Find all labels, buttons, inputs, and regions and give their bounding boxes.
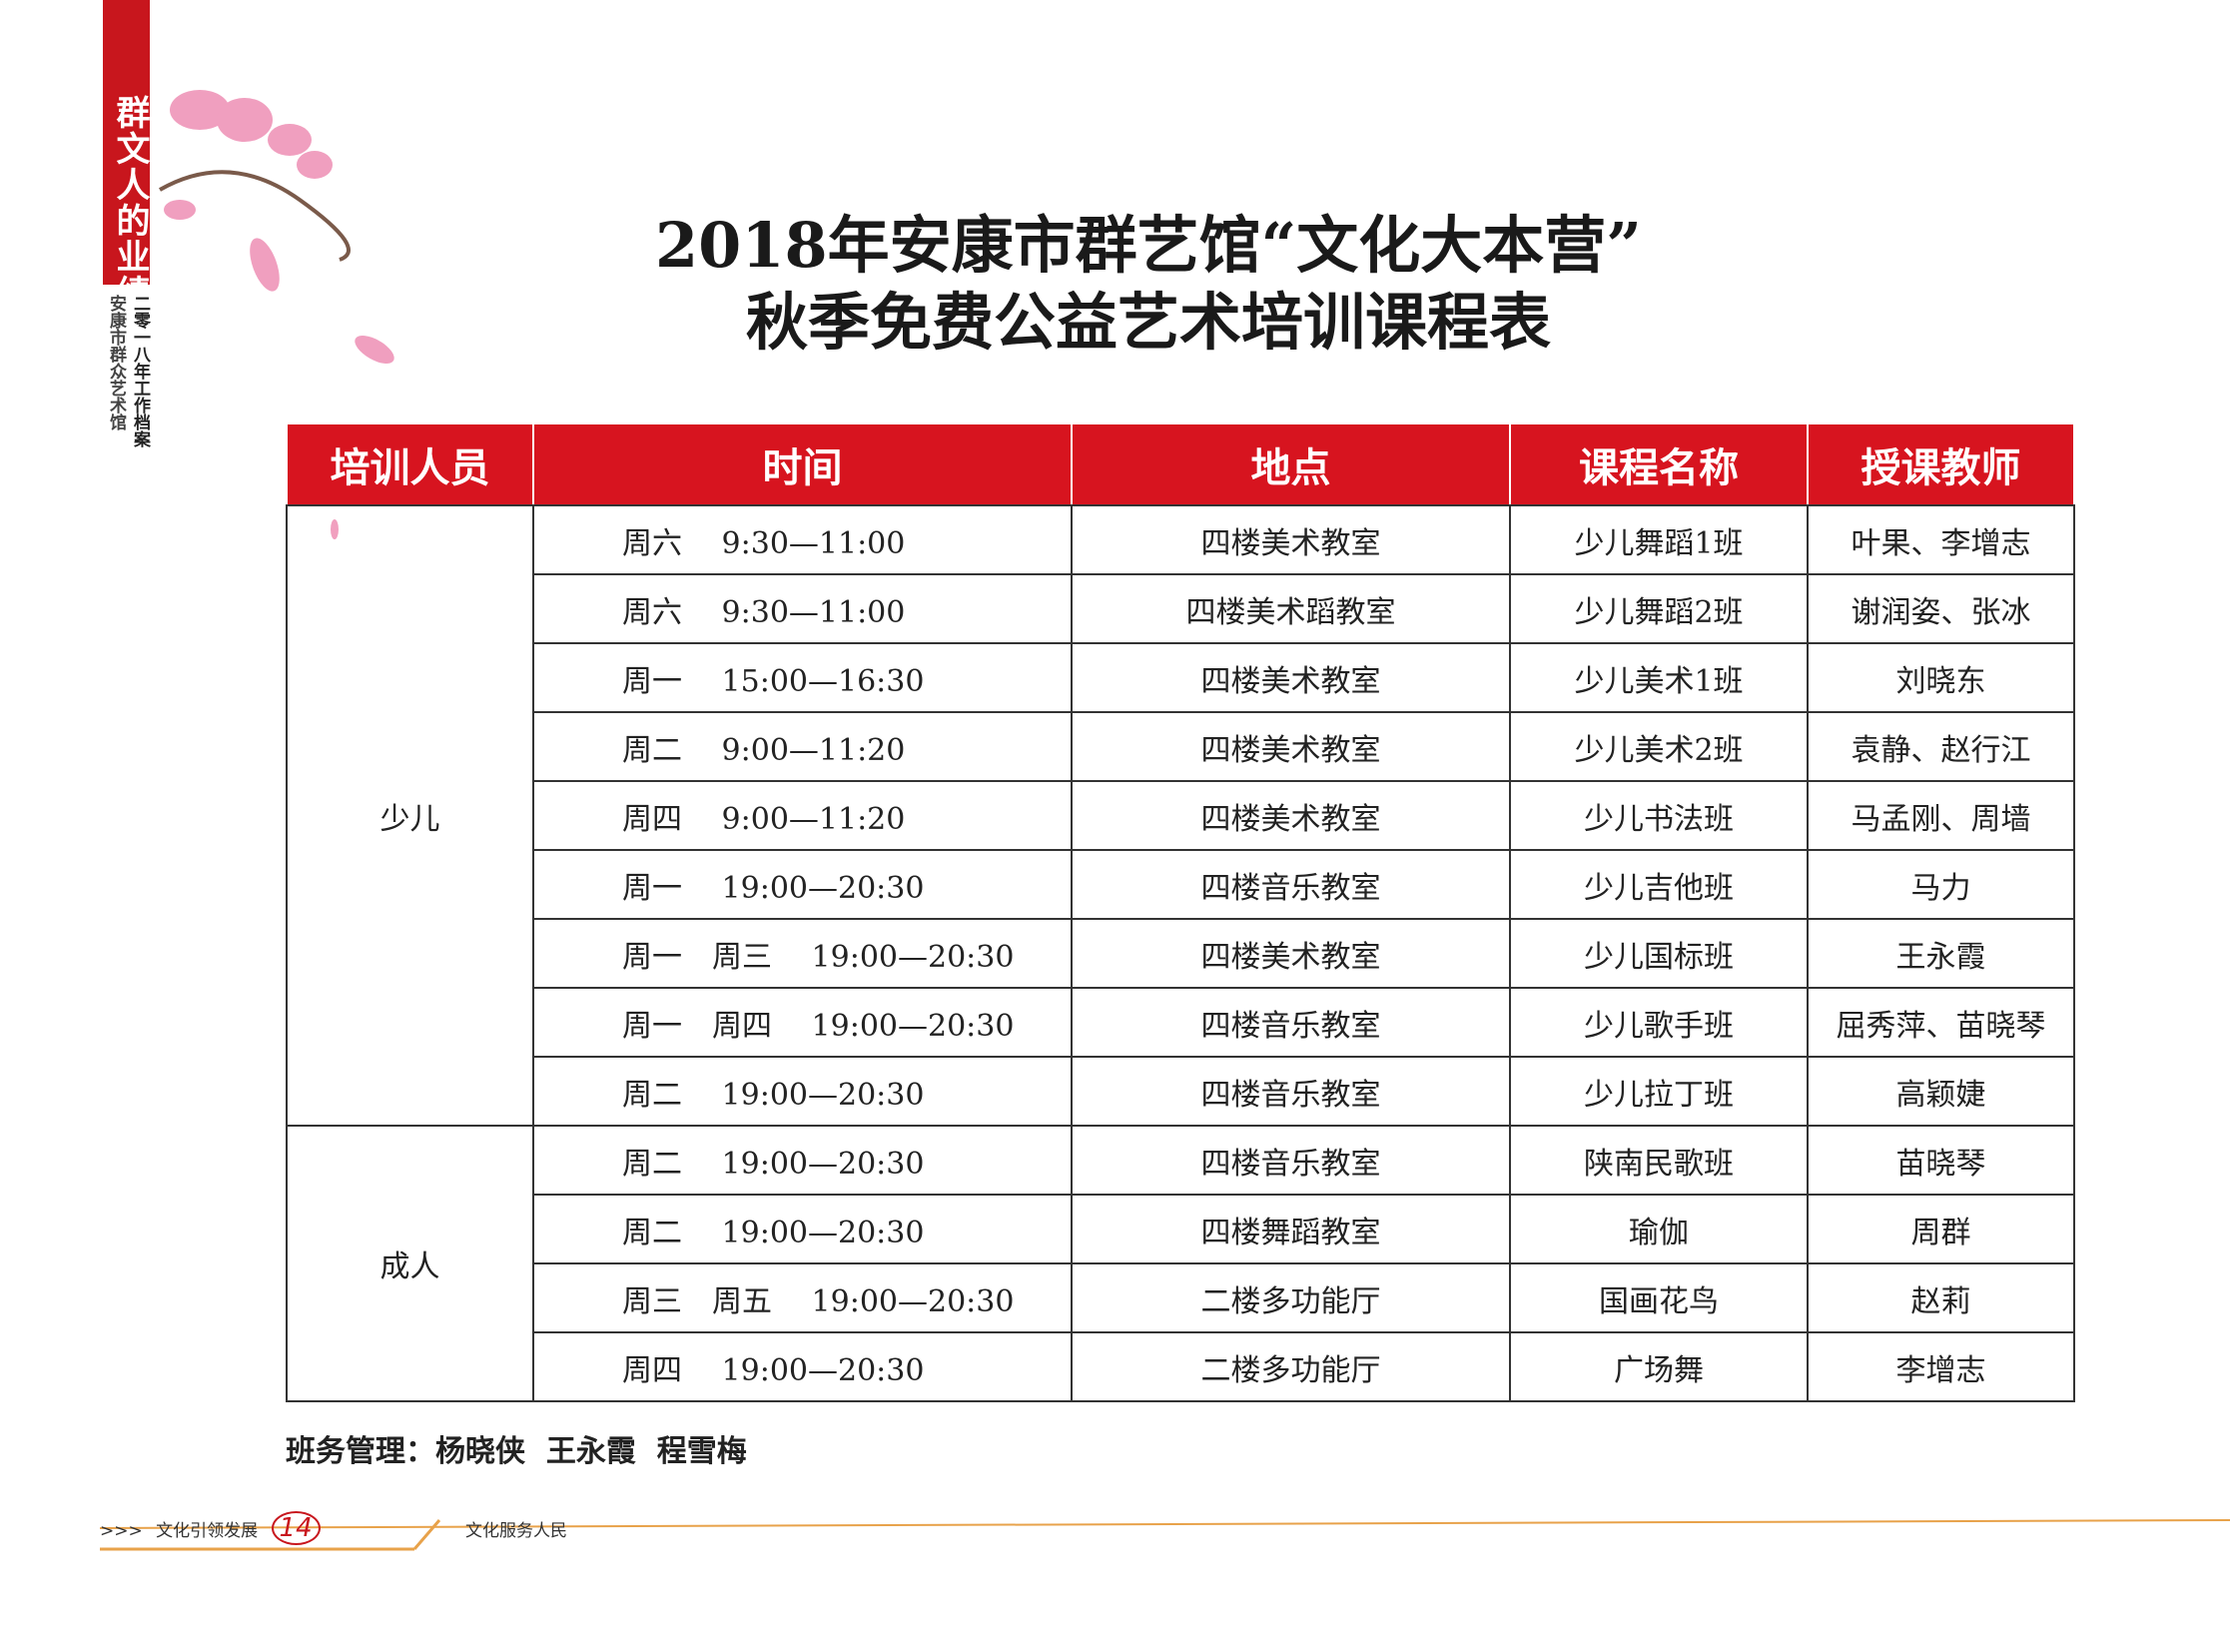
course-cell: 少儿舞蹈2班 [1509, 573, 1809, 644]
course-cell: 少儿国标班 [1509, 918, 1809, 989]
place-cell: 四楼音乐教室 [1071, 1125, 1511, 1196]
teacher-cell: 高颖婕 [1807, 1056, 2075, 1127]
page-number: 14 [271, 1511, 321, 1545]
header-row: 培训人员 时间 地点 课程名称 授课教师 [286, 422, 2075, 506]
place-cell: 四楼美术教室 [1071, 918, 1511, 989]
place-cell: 二楼多功能厅 [1071, 1262, 1511, 1333]
table-row: 周二 19:00—20:30 四楼舞蹈教室 瑜伽 周群 [287, 1194, 2075, 1264]
course-cell: 少儿吉他班 [1509, 849, 1809, 920]
course-cell: 少儿美术2班 [1509, 711, 1809, 782]
place-cell: 四楼美术教室 [1071, 780, 1511, 851]
header-cell: 地点 [1071, 422, 1511, 506]
place-cell: 四楼美术教室 [1071, 504, 1511, 575]
time-cell: 周三 周五 19:00—20:30 [532, 1262, 1073, 1333]
teacher-cell: 李增志 [1807, 1331, 2075, 1402]
header-cell: 课程名称 [1509, 422, 1809, 506]
teacher-cell: 王永霞 [1807, 918, 2075, 989]
side-subtitle: 二零一八年工作档案 [130, 295, 150, 447]
teacher-cell: 马孟刚、周墙 [1807, 780, 2075, 851]
footer-note: 班务管理：杨晓侠 王永霞 程雪梅 [286, 1434, 747, 1469]
place-cell: 二楼多功能厅 [1071, 1331, 1511, 1402]
arrows: >>> [100, 1521, 143, 1541]
title-line: 秋季免费公益艺术培训课程表 [745, 286, 1551, 359]
table-row: 周二 19:00—20:30 四楼音乐教室 少儿拉丁班 高颖婕 [287, 1056, 2075, 1127]
course-cell: 瑜伽 [1509, 1194, 1809, 1264]
course-cell: 少儿书法班 [1509, 780, 1809, 851]
group-cell: 成人 [286, 1125, 534, 1402]
table-row: 周一 周四 19:00—20:30 四楼音乐教室 少儿歌手班 屈秀萍、苗晓琴 [287, 987, 2075, 1058]
table-row: 周一 15:00—16:30 四楼美术教室 少儿美术1班 刘晓东 [287, 642, 2075, 713]
header-cell: 时间 [532, 422, 1073, 506]
footer-left: 文化引领发展 [156, 1521, 259, 1541]
table-row: 周六 9:30—11:00 四楼美术蹈教室 少儿舞蹈2班 谢润姿、张冰 [287, 573, 2075, 644]
table-body: 少儿 周六 9:30—11:00 四楼美术教室 少儿舞蹈1班 叶果、李增志 周六 9:30… [286, 504, 2075, 1402]
teacher-cell: 屈秀萍、苗晓琴 [1807, 987, 2075, 1058]
side-org: 安康市群众艺术馆 [106, 295, 126, 430]
teacher-cell: 谢润姿、张冰 [1807, 573, 2075, 644]
time-cell: 周一 周四 19:00—20:30 [532, 987, 1073, 1058]
time-cell: 周二 19:00—20:30 [532, 1125, 1073, 1196]
header-cell: 培训人员 [286, 422, 534, 506]
teacher-cell: 叶果、李增志 [1807, 504, 2075, 575]
course-cell: 少儿舞蹈1班 [1509, 504, 1809, 575]
teacher-cell: 袁静、赵行江 [1807, 711, 2075, 782]
time-cell: 周一 19:00—20:30 [532, 849, 1073, 920]
course-cell: 陕南民歌班 [1509, 1125, 1809, 1196]
schedule-table: 培训人员 时间 地点 课程名称 授课教师 少儿 周六 9:30—11:00 四楼美术教室 少儿… [286, 422, 2075, 1402]
teacher-cell: 刘晓东 [1807, 642, 2075, 713]
table-row: 周三 周五 19:00—20:30 二楼多功能厅 国画花鸟 赵莉 [287, 1262, 2075, 1333]
teacher-cell: 赵莉 [1807, 1262, 2075, 1333]
group-cell: 少儿 [286, 504, 534, 1127]
teacher-cell: 马力 [1807, 849, 2075, 920]
time-cell: 周二 19:00—20:30 [532, 1056, 1073, 1127]
course-cell: 国画花鸟 [1509, 1262, 1809, 1333]
course-cell: 广场舞 [1509, 1331, 1809, 1402]
time-cell: 周六 9:30—11:00 [532, 504, 1073, 575]
time-cell: 周四 19:00—20:30 [532, 1331, 1073, 1402]
course-cell: 少儿歌手班 [1509, 987, 1809, 1058]
side-title: 群文人的业绩 [110, 95, 150, 311]
title-line: 2018年安康市群艺馆“文化大本营” [655, 209, 1642, 282]
page-footer: >>> 文化引领发展 14 文化服务人民 [100, 1511, 575, 1545]
time-cell: 周四 9:00—11:20 [532, 780, 1073, 851]
teacher-cell: 苗晓琴 [1807, 1125, 2075, 1196]
place-cell: 四楼美术教室 [1071, 711, 1511, 782]
place-cell: 四楼音乐教室 [1071, 1056, 1511, 1127]
footer-right: 文化服务人民 [465, 1521, 568, 1541]
table-row: 周四 19:00—20:30 二楼多功能厅 广场舞 李增志 [287, 1331, 2075, 1402]
header-cell: 授课教师 [1807, 422, 2075, 506]
table-row: 周一 19:00—20:30 四楼音乐教室 少儿吉他班 马力 [287, 849, 2075, 920]
time-cell: 周一 周三 19:00—20:30 [532, 918, 1073, 989]
table-row: 周四 9:00—11:20 四楼美术教室 少儿书法班 马孟刚、周墙 [287, 780, 2075, 851]
course-cell: 少儿美术1班 [1509, 642, 1809, 713]
place-cell: 四楼音乐教室 [1071, 987, 1511, 1058]
table-row: 周一 周三 19:00—20:30 四楼美术教室 少儿国标班 王永霞 [287, 918, 2075, 989]
table-row: 少儿 周六 9:30—11:00 四楼美术教室 少儿舞蹈1班 叶果、李增志 [286, 504, 2075, 1127]
place-cell: 四楼舞蹈教室 [1071, 1194, 1511, 1264]
teacher-cell: 周群 [1807, 1194, 2075, 1264]
place-cell: 四楼美术蹈教室 [1071, 573, 1511, 644]
place-cell: 四楼音乐教室 [1071, 849, 1511, 920]
course-cell: 少儿拉丁班 [1509, 1056, 1809, 1127]
time-cell: 周六 9:30—11:00 [532, 573, 1073, 644]
side-band [103, 0, 150, 285]
time-cell: 周二 9:00—11:20 [532, 711, 1073, 782]
table-row: 成人 周二 19:00—20:30 四楼音乐教室 陕南民歌班 苗晓琴 [286, 1125, 2075, 1402]
time-cell: 周二 19:00—20:30 [532, 1194, 1073, 1264]
time-cell: 周一 15:00—16:30 [532, 642, 1073, 713]
table-row: 周二 9:00—11:20 四楼美术教室 少儿美术2班 袁静、赵行江 [287, 711, 2075, 782]
place-cell: 四楼美术教室 [1071, 642, 1511, 713]
